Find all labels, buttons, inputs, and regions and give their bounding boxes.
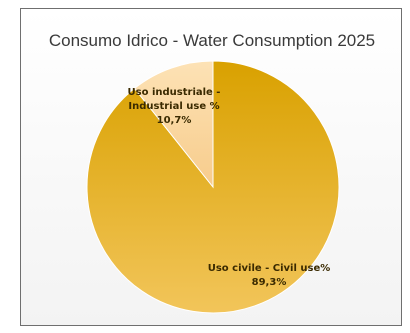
- pie-chart: Uso civile - Civil use% 89,3% Uso indust…: [86, 60, 340, 314]
- data-label-civil-value: 89,3%: [252, 277, 287, 288]
- pie-slice-civil-use: [86, 60, 340, 314]
- data-label-civil-name: Uso civile - Civil use%: [208, 263, 331, 274]
- chart-title: Consumo Idrico - Water Consumption 2025: [48, 31, 376, 50]
- pie-slice-industrial-use: [133, 60, 214, 189]
- data-label-industrial-value: 10,7%: [157, 115, 192, 126]
- data-label-industrial-name-2: Industrial use %: [128, 101, 219, 112]
- data-label-industrial-name-1: Uso industriale -: [128, 87, 221, 98]
- chart-frame: Consumo Idrico - Water Consumption 2025 …: [20, 8, 402, 326]
